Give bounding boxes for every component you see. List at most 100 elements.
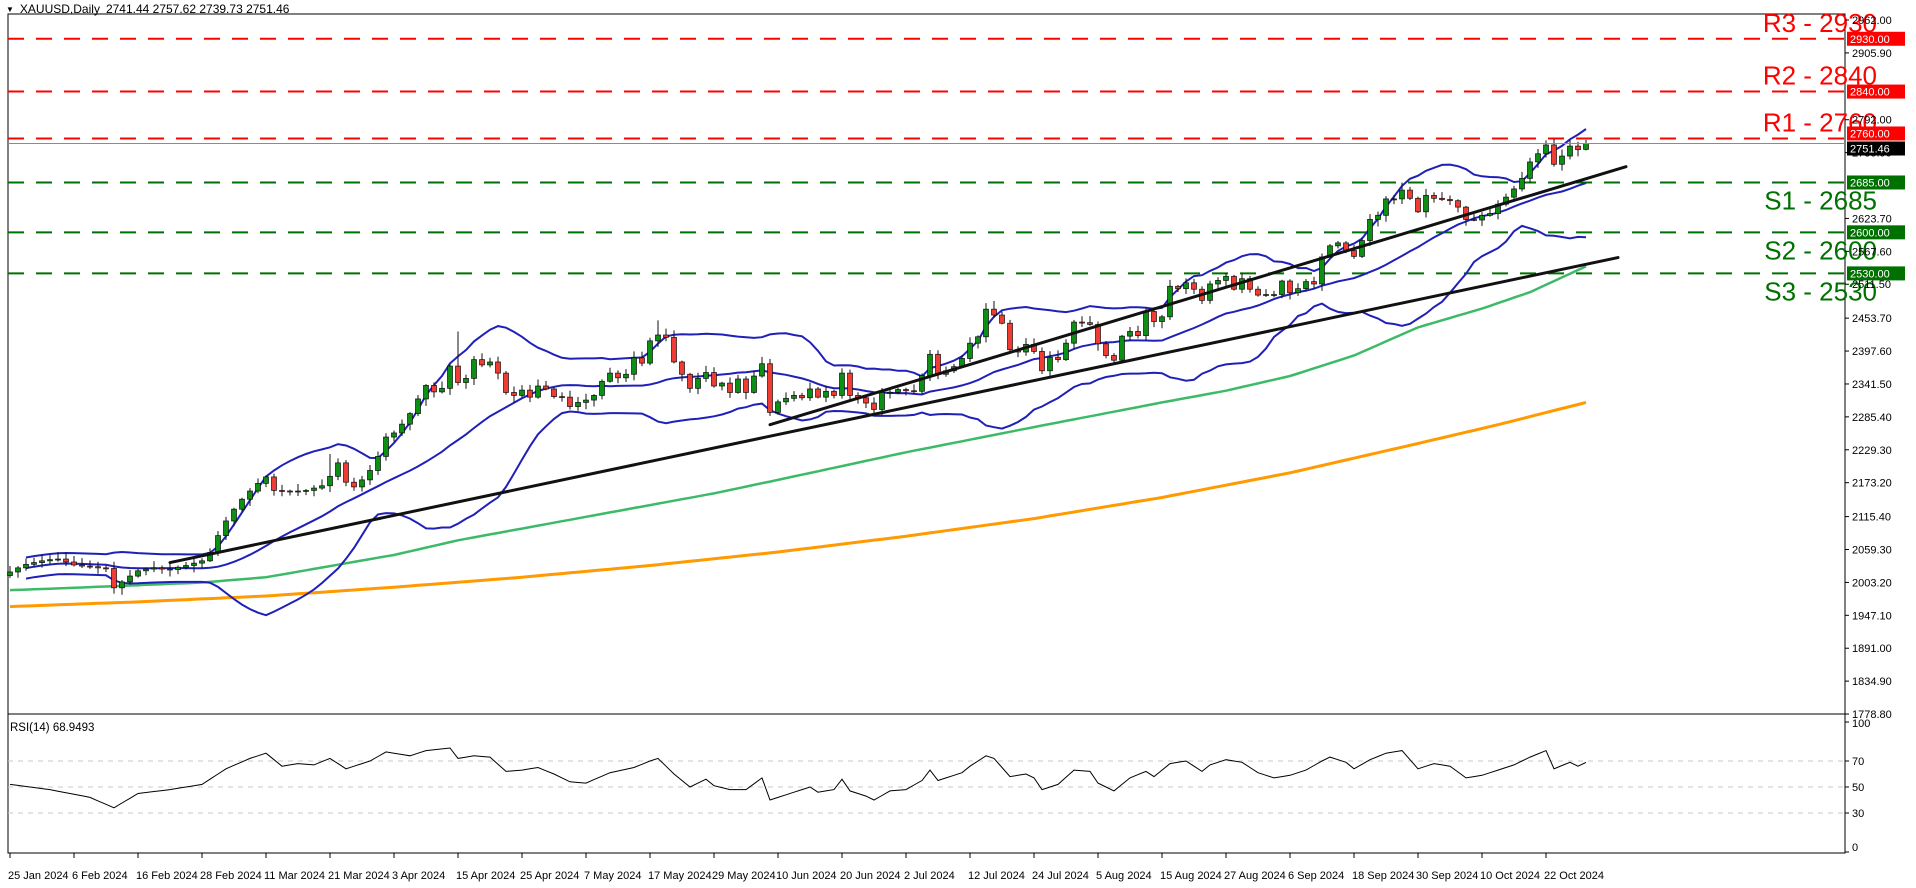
sr-level-badge-S3-bg — [1847, 266, 1905, 281]
candle — [63, 552, 69, 567]
candle-body-bear — [815, 388, 821, 398]
candle-body-bull — [215, 535, 221, 554]
candle-body-bear — [767, 363, 773, 413]
price-axis[interactable]: 2962.002905.902792.002735.902623.702567.… — [1845, 15, 1905, 721]
candle-body-bull — [1383, 198, 1389, 216]
candle — [1375, 211, 1381, 227]
candle — [1383, 196, 1389, 222]
candle — [287, 489, 293, 496]
candle-body-bull — [535, 385, 541, 398]
candle — [127, 570, 133, 585]
sr-level-badge-R2-bg — [1847, 84, 1905, 99]
candle — [1087, 316, 1093, 326]
candle — [903, 387, 909, 396]
candle — [895, 387, 901, 394]
candle — [599, 379, 605, 400]
rsi-tick-label: 50 — [1852, 782, 1864, 794]
candle-body-bear — [87, 565, 93, 568]
candle — [39, 555, 45, 568]
sr-level-label-S1[interactable]: S1 - 2685 — [1764, 185, 1877, 215]
candle-body-bull — [1159, 316, 1165, 322]
sr-level-badge-S1: 2685.00 — [1850, 177, 1890, 189]
symbol-dropdown-icon[interactable]: ▼ — [6, 4, 14, 14]
candle — [831, 389, 837, 399]
candle-body-bull — [7, 571, 13, 576]
candle-body-bear — [671, 336, 677, 363]
candle — [607, 367, 613, 383]
candle-body-bull — [295, 490, 301, 493]
candle — [1575, 141, 1581, 157]
candle — [1183, 278, 1189, 294]
symbol-ohlc-values: 2741.44 2757.62 2739.73 2751.46 — [105, 2, 290, 16]
date-label: 2 Jul 2024 — [904, 870, 955, 882]
candle — [1063, 339, 1069, 362]
candle-body-bull — [575, 402, 581, 407]
candle-body-bull — [1543, 144, 1549, 155]
candle — [991, 300, 997, 318]
candle-body-bull — [1423, 194, 1429, 213]
candle — [1127, 327, 1133, 341]
candle-body-bull — [463, 377, 469, 383]
candle — [351, 477, 357, 491]
date-label: 10 Jun 2024 — [776, 870, 837, 882]
candle-body-bull — [1567, 145, 1573, 157]
candle-body-bull — [183, 565, 189, 568]
price-tick-label: 2173.20 — [1852, 478, 1892, 490]
candle-body-bull — [895, 389, 901, 393]
sr-level-badge-S2-bg — [1847, 225, 1905, 240]
candle-body-bull — [359, 479, 365, 488]
candle — [495, 356, 501, 380]
candle-body-bull — [1119, 335, 1125, 361]
price-tick-label: 2397.60 — [1852, 346, 1892, 358]
candle-body-bear — [1007, 322, 1013, 351]
price-tick-label: 2059.30 — [1852, 544, 1892, 556]
date-label: 3 Apr 2024 — [392, 870, 445, 882]
candle — [767, 358, 773, 416]
candle-body-bear — [495, 361, 501, 374]
sr-level-label-S2[interactable]: S2 - 2600 — [1764, 235, 1877, 265]
rsi-tick-label: 0 — [1852, 842, 1858, 854]
candle — [263, 475, 269, 488]
date-label: 10 Oct 2024 — [1480, 870, 1540, 882]
candle — [983, 303, 989, 343]
candle-body-bull — [119, 581, 125, 589]
candle-body-bear — [343, 462, 349, 483]
candle — [639, 351, 645, 367]
candle-body-bull — [23, 563, 29, 569]
candle-body-bull — [703, 372, 709, 379]
time-axis[interactable]: 25 Jan 2024 6 Feb 2024 16 Feb 2024 28 Feb 2… — [8, 853, 1604, 882]
price-tick-label: 2511.50 — [1852, 279, 1891, 291]
sr-level-label-S3[interactable]: S3 - 2530 — [1764, 276, 1877, 306]
candle — [1311, 276, 1317, 289]
candle — [1167, 279, 1173, 320]
candle-body-bull — [1063, 342, 1069, 361]
rsi-pane-border — [7, 713, 1846, 854]
candle — [7, 565, 13, 578]
candle-body-bull — [975, 336, 981, 344]
candle-body-bull — [143, 568, 149, 572]
candle — [199, 558, 205, 569]
uptrend-line-steep[interactable] — [768, 165, 1628, 427]
candle — [1279, 279, 1285, 299]
candle-body-bull — [783, 397, 789, 403]
price-tick-label: 1947.10 — [1852, 610, 1892, 622]
candle-body-bear — [543, 385, 549, 390]
candle-body-bull — [1167, 285, 1173, 318]
uptrend-line-long[interactable] — [168, 256, 1620, 565]
rsi-tick-label: 100 — [1852, 718, 1870, 730]
candle-body-bull — [127, 575, 133, 583]
price-tick-label: 2905.90 — [1852, 48, 1892, 60]
candle — [247, 488, 253, 507]
candle-body-bull — [591, 395, 597, 401]
candle — [839, 368, 845, 399]
trendlines[interactable] — [168, 165, 1628, 565]
candle-body-bull — [751, 375, 757, 393]
candle-body-bear — [1551, 144, 1557, 165]
candle — [135, 568, 141, 578]
candle — [519, 385, 525, 398]
candle-body-bear — [431, 385, 437, 393]
price-tick-label: 2229.30 — [1852, 445, 1892, 457]
candle-body-bull — [1583, 143, 1589, 150]
